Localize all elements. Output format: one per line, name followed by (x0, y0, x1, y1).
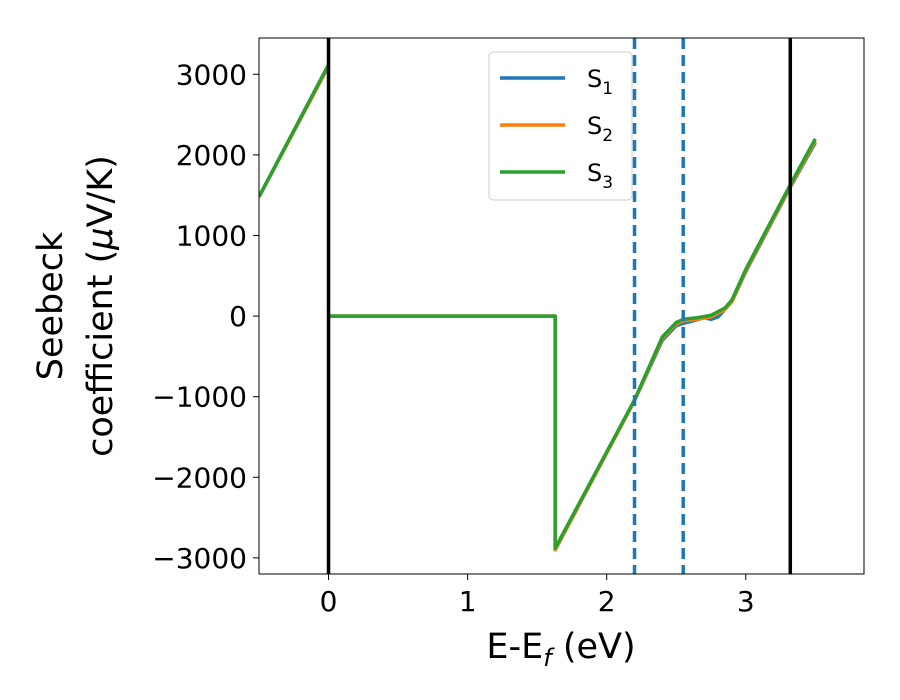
legend-label-s3: S3 (587, 159, 613, 193)
y-axis-title-line1: Seebeck (31, 231, 71, 380)
y-axis-title: Seebeck coefficient (μV/K) (31, 155, 121, 457)
x-tick-label: 0 (320, 585, 338, 618)
legend-label-s1: S1 (587, 65, 613, 99)
y-axis-title-suffix: V/K) (81, 155, 121, 227)
x-axis-title-unit: (eV) (552, 627, 636, 667)
y-tick-label: −1000 (152, 381, 247, 414)
y-axis-title-prefix: coefficient ( (81, 250, 121, 457)
legend-label-s2: S2 (587, 112, 613, 146)
y-tick-label: 3000 (176, 58, 247, 91)
series-line-s3-segment-2 (328, 137, 817, 550)
y-tick-label: −2000 (152, 461, 247, 494)
plot-area (259, 63, 817, 552)
y-tick-label: −3000 (152, 542, 247, 575)
x-tick-label: 1 (459, 585, 477, 618)
legend: S1 S2 S3 (488, 51, 633, 201)
y-axis-ticks: 3000 2000 1000 0 −1000 −2000 −3000 (152, 58, 259, 575)
reference-lines (326, 38, 793, 574)
plot-frame (258, 37, 865, 575)
x-axis-title-main: E-E (486, 627, 543, 667)
x-tick-label: 2 (598, 585, 616, 618)
y-axis-title-mu: μ (81, 227, 121, 250)
x-tick-label: 3 (737, 585, 755, 618)
y-tick-label: 1000 (176, 219, 247, 252)
y-axis-title-line2: coefficient (μV/K) (81, 155, 121, 457)
x-axis-title: E-Ef (eV) (486, 627, 635, 672)
y-tick-label: 0 (229, 300, 247, 333)
y-tick-label: 2000 (176, 139, 247, 172)
x-axis-ticks: 0 1 2 3 (320, 574, 755, 618)
series-line-s3-segment-1 (259, 63, 331, 198)
